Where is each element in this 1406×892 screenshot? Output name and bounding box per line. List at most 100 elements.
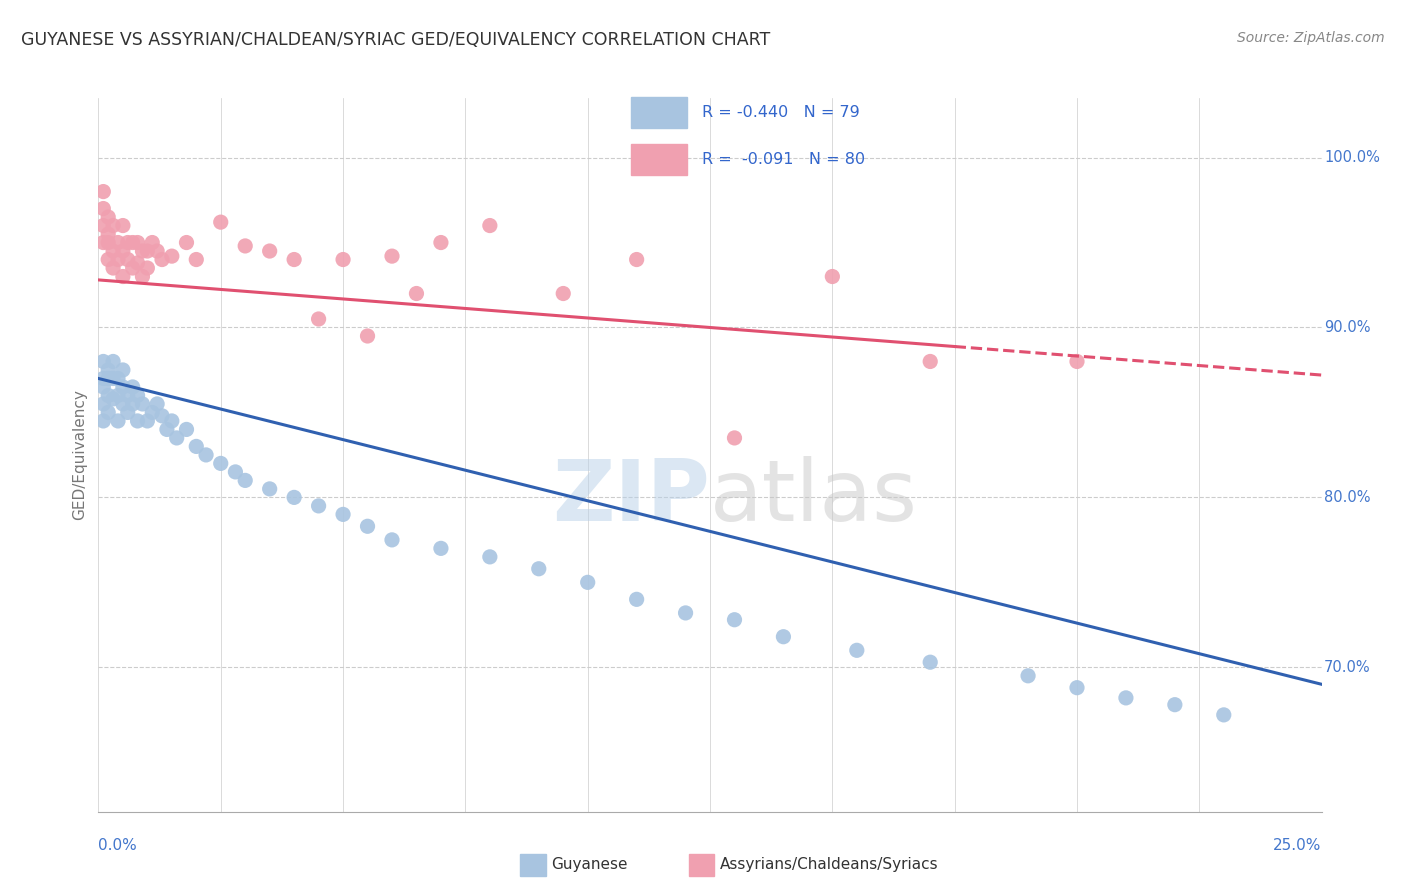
Point bbox=[150, 409, 173, 423]
Point bbox=[772, 630, 794, 644]
Point bbox=[111, 269, 134, 284]
Point bbox=[117, 388, 139, 402]
Point bbox=[131, 397, 153, 411]
Point bbox=[332, 508, 354, 522]
Point bbox=[91, 235, 114, 250]
Point bbox=[186, 439, 208, 453]
Text: 25.0%: 25.0% bbox=[1274, 838, 1322, 854]
Point bbox=[101, 260, 124, 275]
Point bbox=[209, 215, 232, 229]
Point bbox=[91, 414, 114, 428]
Point bbox=[127, 256, 149, 270]
Point bbox=[97, 210, 120, 224]
Point bbox=[107, 235, 129, 250]
Point bbox=[821, 269, 844, 284]
Point bbox=[141, 405, 163, 419]
Bar bbox=[631, 97, 686, 128]
Point bbox=[723, 431, 745, 445]
Point bbox=[553, 286, 575, 301]
Point bbox=[101, 219, 124, 233]
Point bbox=[845, 643, 868, 657]
Point bbox=[107, 371, 129, 385]
Point bbox=[117, 252, 139, 267]
Text: 70.0%: 70.0% bbox=[1324, 660, 1371, 675]
Point bbox=[117, 405, 139, 419]
Point bbox=[111, 219, 134, 233]
Point bbox=[146, 397, 169, 411]
Point bbox=[91, 202, 114, 216]
Point bbox=[111, 380, 134, 394]
Point bbox=[1212, 707, 1234, 722]
Point bbox=[101, 244, 124, 258]
Point bbox=[195, 448, 218, 462]
Text: 0.0%: 0.0% bbox=[98, 838, 138, 854]
Point bbox=[723, 613, 745, 627]
Point bbox=[121, 397, 143, 411]
Point bbox=[283, 252, 305, 267]
Point bbox=[91, 354, 114, 368]
Point bbox=[1017, 669, 1039, 683]
Point bbox=[166, 431, 188, 445]
Point bbox=[150, 252, 173, 267]
Point bbox=[1164, 698, 1187, 712]
Point bbox=[97, 363, 120, 377]
Point bbox=[97, 252, 120, 267]
Text: Source: ZipAtlas.com: Source: ZipAtlas.com bbox=[1237, 31, 1385, 45]
Point bbox=[121, 380, 143, 394]
Point bbox=[381, 533, 404, 547]
Point bbox=[107, 388, 129, 402]
Point bbox=[259, 244, 281, 258]
Point bbox=[136, 260, 159, 275]
Point bbox=[131, 244, 153, 258]
Point bbox=[111, 244, 134, 258]
Point bbox=[233, 239, 256, 253]
Point bbox=[156, 422, 179, 436]
Text: R = -0.440   N = 79: R = -0.440 N = 79 bbox=[702, 105, 860, 120]
Point bbox=[405, 286, 427, 301]
Point bbox=[430, 541, 453, 556]
Point bbox=[675, 606, 697, 620]
Point bbox=[141, 235, 163, 250]
Text: atlas: atlas bbox=[710, 456, 918, 540]
Point bbox=[478, 219, 501, 233]
Point bbox=[356, 329, 378, 343]
Point bbox=[127, 388, 149, 402]
Point bbox=[91, 397, 114, 411]
Point bbox=[259, 482, 281, 496]
Point bbox=[91, 185, 114, 199]
Point bbox=[176, 422, 198, 436]
Point bbox=[91, 380, 114, 394]
Point bbox=[308, 499, 330, 513]
Point bbox=[626, 592, 648, 607]
Point bbox=[97, 235, 120, 250]
Point bbox=[576, 575, 599, 590]
Point bbox=[121, 260, 143, 275]
Point bbox=[160, 249, 183, 263]
Point bbox=[136, 414, 159, 428]
Point bbox=[121, 235, 143, 250]
Text: 90.0%: 90.0% bbox=[1324, 320, 1371, 335]
Point bbox=[381, 249, 404, 263]
Bar bbox=[631, 145, 686, 175]
Point bbox=[117, 235, 139, 250]
Point bbox=[209, 457, 232, 471]
Text: ZIP: ZIP bbox=[553, 456, 710, 540]
Point bbox=[308, 312, 330, 326]
Point bbox=[1066, 681, 1088, 695]
Point bbox=[111, 397, 134, 411]
Point bbox=[920, 655, 942, 669]
Point bbox=[626, 252, 648, 267]
Point bbox=[136, 244, 159, 258]
Point bbox=[107, 252, 129, 267]
Text: R =  -0.091   N = 80: R = -0.091 N = 80 bbox=[702, 153, 865, 167]
Point bbox=[176, 235, 198, 250]
Text: Assyrians/Chaldeans/Syriacs: Assyrians/Chaldeans/Syriacs bbox=[720, 857, 938, 871]
Y-axis label: GED/Equivalency: GED/Equivalency bbox=[72, 390, 87, 520]
Point bbox=[527, 562, 550, 576]
Point bbox=[224, 465, 246, 479]
Point bbox=[91, 219, 114, 233]
Point bbox=[283, 491, 305, 505]
Point bbox=[430, 235, 453, 250]
Point bbox=[97, 371, 120, 385]
Text: GUYANESE VS ASSYRIAN/CHALDEAN/SYRIAC GED/EQUIVALENCY CORRELATION CHART: GUYANESE VS ASSYRIAN/CHALDEAN/SYRIAC GED… bbox=[21, 31, 770, 49]
